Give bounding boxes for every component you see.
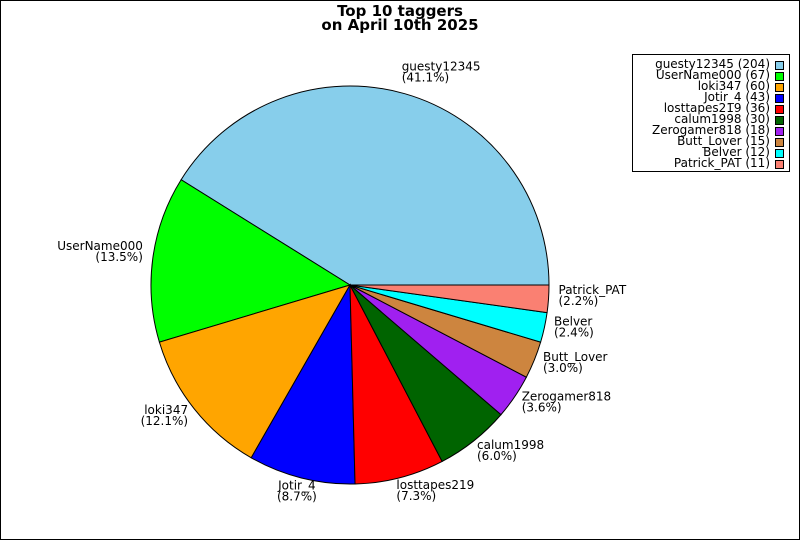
legend-label: calum1998 (30) bbox=[674, 112, 770, 126]
chart-title: Top 10 taggers bbox=[337, 2, 463, 20]
legend-swatch bbox=[775, 160, 784, 169]
slice-percent-label: (12.1%) bbox=[141, 414, 188, 428]
chart-subtitle: on April 10th 2025 bbox=[321, 16, 479, 34]
slice-label: Zerogamer818 bbox=[522, 390, 612, 404]
slice-percent-label: (41.1%) bbox=[402, 70, 449, 84]
legend-swatch bbox=[775, 61, 784, 70]
pie-slice-guesty12345 bbox=[180, 85, 550, 286]
pie-slice-jotir-4 bbox=[250, 283, 356, 485]
slice-percent-label: (8.7%) bbox=[277, 489, 317, 503]
pie-slice-username000 bbox=[150, 179, 352, 343]
legend-item: UserName000 (67) bbox=[633, 68, 789, 82]
slice-label: UserName000 bbox=[57, 239, 143, 253]
legend-label: UserName000 (67) bbox=[655, 68, 770, 82]
legend-label: Belver (12) bbox=[703, 145, 770, 159]
legend-item: calum1998 (30) bbox=[633, 112, 789, 126]
legend-swatch bbox=[775, 105, 784, 114]
slice-label: Belver bbox=[554, 314, 592, 328]
slice-percent-label: (13.5%) bbox=[95, 250, 142, 264]
legend-label: loki347 (60) bbox=[697, 79, 770, 93]
slice-label: calum1998 bbox=[477, 438, 544, 452]
legend-swatch bbox=[775, 72, 784, 81]
legend-label: Patrick_PAT (11) bbox=[673, 156, 770, 170]
slice-label: Butt_Lover bbox=[543, 350, 608, 364]
slice-label: guesty12345 bbox=[402, 59, 481, 73]
legend-swatch bbox=[775, 138, 784, 147]
legend-item: Belver (12) bbox=[633, 145, 789, 159]
slice-percent-label: (3.6%) bbox=[522, 401, 562, 415]
slice-percent-label: (6.0%) bbox=[477, 449, 517, 463]
legend-swatch bbox=[775, 149, 784, 158]
slice-label: Patrick_PAT bbox=[559, 283, 627, 297]
slice-label: losttapes219 bbox=[396, 478, 474, 492]
legend-swatch bbox=[775, 127, 784, 136]
legend-label: Zerogamer818 (18) bbox=[652, 123, 770, 137]
legend-item: Butt_Lover (15) bbox=[633, 134, 789, 148]
slice-label: Jotir_4 bbox=[277, 478, 316, 492]
legend-item: guesty12345 (204) bbox=[633, 57, 789, 71]
slice-percent-label: (3.0%) bbox=[543, 361, 583, 375]
legend: guesty12345 (204) UserName000 (67) loki347… bbox=[632, 54, 790, 172]
legend-item: loki347 (60) bbox=[633, 79, 789, 93]
pie-slice-patrick-pat bbox=[349, 284, 550, 314]
legend-swatch bbox=[775, 94, 784, 103]
slice-percent-label: (7.3%) bbox=[396, 489, 436, 503]
legend-item: Patrick_PAT (11) bbox=[633, 156, 789, 170]
legend-swatch bbox=[775, 83, 784, 92]
slice-percent-label: (2.2%) bbox=[559, 294, 599, 308]
legend-item: Zerogamer818 (18) bbox=[633, 123, 789, 137]
slice-percent-label: (2.4%) bbox=[554, 325, 594, 339]
legend-label: losttapes219 (36) bbox=[663, 101, 770, 115]
legend-label: guesty12345 (204) bbox=[655, 57, 770, 71]
legend-label: Jotir_4 (43) bbox=[704, 90, 770, 104]
legend-item: Jotir_4 (43) bbox=[633, 90, 789, 104]
legend-label: Butt_Lover (15) bbox=[677, 134, 770, 148]
pie-slice-loki347 bbox=[158, 284, 352, 459]
legend-swatch bbox=[775, 116, 784, 125]
slice-label: loki347 bbox=[144, 403, 188, 417]
legend-item: losttapes219 (36) bbox=[633, 101, 789, 115]
